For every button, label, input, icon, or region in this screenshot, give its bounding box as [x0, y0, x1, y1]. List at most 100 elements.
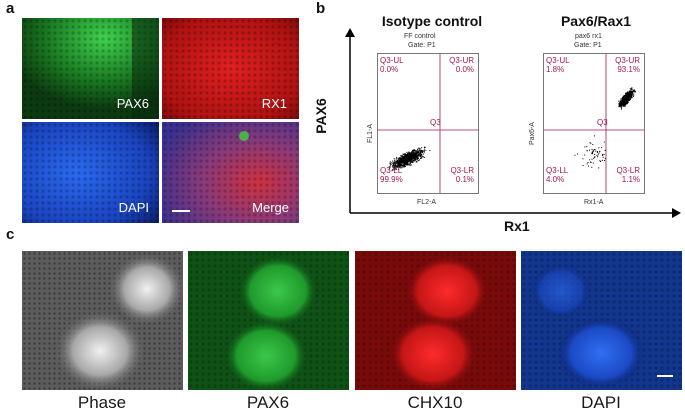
scatter-dot [418, 151, 420, 153]
scatter-dot [593, 150, 594, 152]
scatter-dot [398, 164, 400, 166]
scatter-dot [408, 159, 410, 161]
scatter-dot [413, 155, 415, 157]
scatter-dot [593, 149, 595, 151]
scatter-dot [629, 94, 631, 96]
scatter-dot [407, 161, 408, 163]
scatter-dot [413, 156, 415, 158]
scatter-dot [592, 152, 594, 154]
scatter-dot [589, 161, 591, 163]
scatter-dot [630, 92, 632, 94]
scatter-dot [593, 135, 595, 137]
scatter-dot [601, 147, 603, 148]
scatter-dot [421, 147, 423, 149]
scatter-dot [591, 148, 593, 150]
scatter-dot [623, 95, 625, 97]
scatter-dot [628, 90, 630, 92]
scatter-dot [624, 102, 626, 104]
scatter-dot [397, 166, 398, 168]
q-center-pax6-rax1: Q3 [597, 118, 608, 127]
scatter-dot [412, 156, 414, 157]
scatter-dot [408, 156, 410, 158]
scatter-dot [404, 163, 406, 165]
scatter-dot [404, 166, 406, 167]
scatter-dot [626, 97, 628, 99]
scatter-dot [423, 153, 425, 155]
scatter-dot [393, 161, 395, 163]
scatter-dot [388, 168, 390, 170]
scatter-dot [621, 97, 623, 99]
scatter-dot [400, 156, 402, 158]
scatter-dot [588, 165, 589, 167]
scatter-dot [405, 155, 407, 157]
scatter-dot [409, 160, 410, 162]
scatter-dot [409, 162, 411, 164]
scatter-dot [394, 160, 396, 162]
scatter-dot [410, 160, 412, 161]
scatter-dot [412, 158, 414, 160]
scatter-dot [408, 158, 409, 160]
scatter-dot [400, 160, 402, 162]
scatter-dot [629, 97, 631, 99]
scatter-dot [626, 92, 628, 94]
scatter-dot [596, 152, 598, 153]
scatter-dot [586, 163, 588, 165]
scatter-dot [400, 160, 402, 161]
scatter-dot [621, 98, 623, 100]
scatter-dot [400, 165, 402, 167]
scatter-dot [396, 166, 398, 168]
scatter-dot [414, 149, 416, 151]
scatter-dot [400, 158, 402, 160]
scatter-dot [417, 152, 419, 154]
scatter-dot [396, 157, 398, 159]
scatter-dot [586, 150, 588, 152]
scale-bar [172, 210, 190, 212]
scatter-dot [621, 102, 623, 103]
scatter-dot [625, 102, 627, 104]
scatter-dot [415, 156, 417, 158]
scatter-dot [422, 156, 424, 158]
scatter-dot [397, 166, 399, 168]
scatter-dot [404, 161, 406, 163]
scatter-dot [403, 163, 405, 164]
scatter-dot [403, 166, 405, 168]
scatter-dot [591, 152, 593, 154]
scatter-dot [401, 158, 403, 160]
scatter-dot [625, 105, 627, 107]
merge-micrograph: Merge [162, 122, 299, 223]
scatter-dot [625, 101, 627, 103]
scatter-dot [415, 154, 417, 156]
scatter-dot [631, 91, 633, 92]
scatter-dot [599, 160, 601, 162]
scatter-dot [620, 104, 622, 106]
scatter-dot [395, 166, 396, 168]
scatter-dot [622, 102, 624, 104]
scatter-dot [409, 157, 411, 159]
scatter-dot [411, 152, 413, 154]
scatter-dot [592, 162, 594, 164]
scatter-dot [397, 164, 398, 166]
scatter-dot [422, 151, 424, 153]
scatter-dot [627, 93, 629, 95]
x-axis-title: Rx1 [504, 218, 530, 234]
scatter-dot [619, 100, 621, 102]
scatter-dot [416, 155, 418, 157]
scatter-dot [407, 162, 408, 164]
scatter-dot [414, 154, 416, 156]
scatter-dot [394, 166, 396, 168]
scatter-dot [633, 95, 634, 97]
scatter-dot [429, 150, 431, 152]
scale-bar [657, 375, 673, 377]
scatter-dot [625, 98, 627, 100]
scatter-dot [624, 103, 626, 105]
scatter-dot [421, 153, 423, 155]
flow-plot-pax6-rax1: Q3-UL 1.8% Q3-UR 93.1% Q3 Q3-LL 4.0% Q3-LR 1… [543, 53, 645, 194]
scatter-dot [620, 101, 622, 103]
flow-plot-isotype: Q3-UL 0.0% Q3-UR 0.0% Q3 Q3-LL 99.9% Q3-LR 0… [377, 53, 479, 194]
scatter-dot [410, 161, 412, 163]
scatter-dot [389, 166, 391, 168]
scatter-dot [415, 161, 417, 163]
scatter-dot [413, 149, 415, 151]
plot1-header-line2: Gate: P1 [408, 42, 436, 49]
scatter-dot [416, 159, 418, 161]
